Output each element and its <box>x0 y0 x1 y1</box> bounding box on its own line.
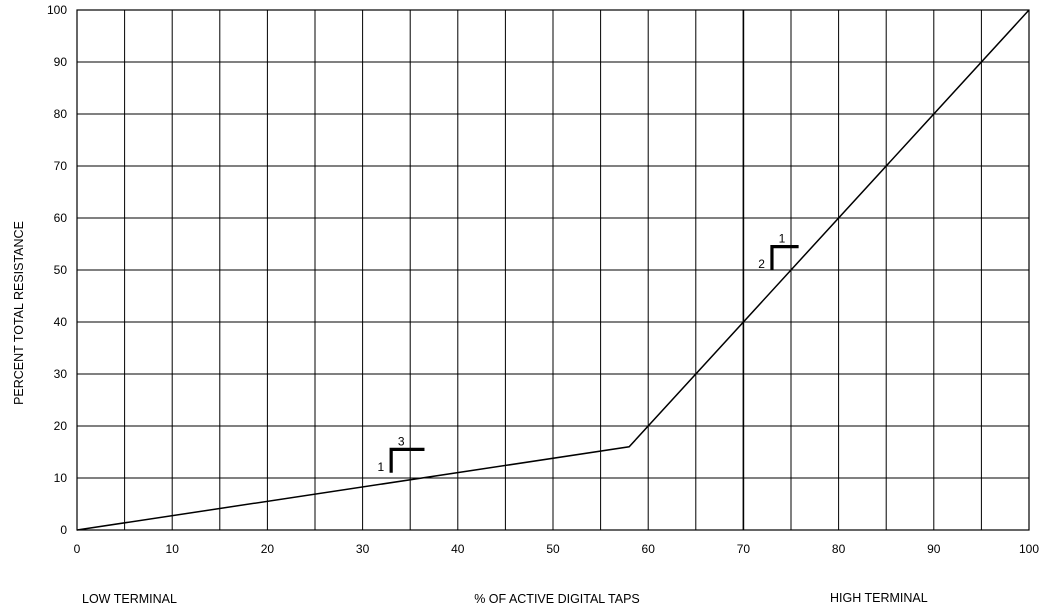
y-tick-40: 40 <box>54 315 68 329</box>
y-tick-10: 10 <box>54 471 68 485</box>
x-tick-10: 10 <box>166 542 180 556</box>
x-tick-40: 40 <box>451 542 465 556</box>
y-tick-50: 50 <box>54 263 68 277</box>
y-tick-80: 80 <box>54 107 68 121</box>
y-tick-100: 100 <box>47 3 67 17</box>
series <box>76 9 1030 531</box>
x-tick-0: 0 <box>74 542 81 556</box>
slope-rise-label-0: 1 <box>377 460 384 474</box>
x-tick-100: 100 <box>1019 542 1039 556</box>
x-tick-20: 20 <box>261 542 275 556</box>
x-axis-label: % OF ACTIVE DIGITAL TAPS <box>474 592 640 606</box>
x-tick-labels: 0 10 20 30 40 50 60 70 80 90 100 <box>74 542 1040 556</box>
x-tick-60: 60 <box>642 542 656 556</box>
x-tick-80: 80 <box>832 542 846 556</box>
x-tick-30: 30 <box>356 542 370 556</box>
y-tick-0: 0 <box>60 523 67 537</box>
y-tick-70: 70 <box>54 159 68 173</box>
x-tick-50: 50 <box>546 542 560 556</box>
slope-bracket-0 <box>389 447 425 473</box>
y-axis-label: PERCENT TOTAL RESISTANCE <box>12 221 26 405</box>
grid <box>77 10 1029 530</box>
high-terminal-label: HIGH TERMINAL <box>830 591 928 605</box>
x-tick-70: 70 <box>737 542 751 556</box>
low-terminal-label: LOW TERMINAL <box>82 592 177 606</box>
slope-bracket-1 <box>770 245 799 270</box>
slope-rise-label-1: 2 <box>758 257 765 271</box>
y-tick-60: 60 <box>54 211 68 225</box>
slope-run-label-0: 3 <box>398 434 405 448</box>
slope-run-label-1: 1 <box>779 232 786 246</box>
y-tick-90: 90 <box>54 55 68 69</box>
y-tick-20: 20 <box>54 419 68 433</box>
y-tick-labels: 0 10 20 30 40 50 60 70 80 90 100 <box>47 3 67 537</box>
series-line-0 <box>76 9 1030 531</box>
x-tick-90: 90 <box>927 542 941 556</box>
y-tick-30: 30 <box>54 367 68 381</box>
plot-frame <box>76 9 1030 531</box>
